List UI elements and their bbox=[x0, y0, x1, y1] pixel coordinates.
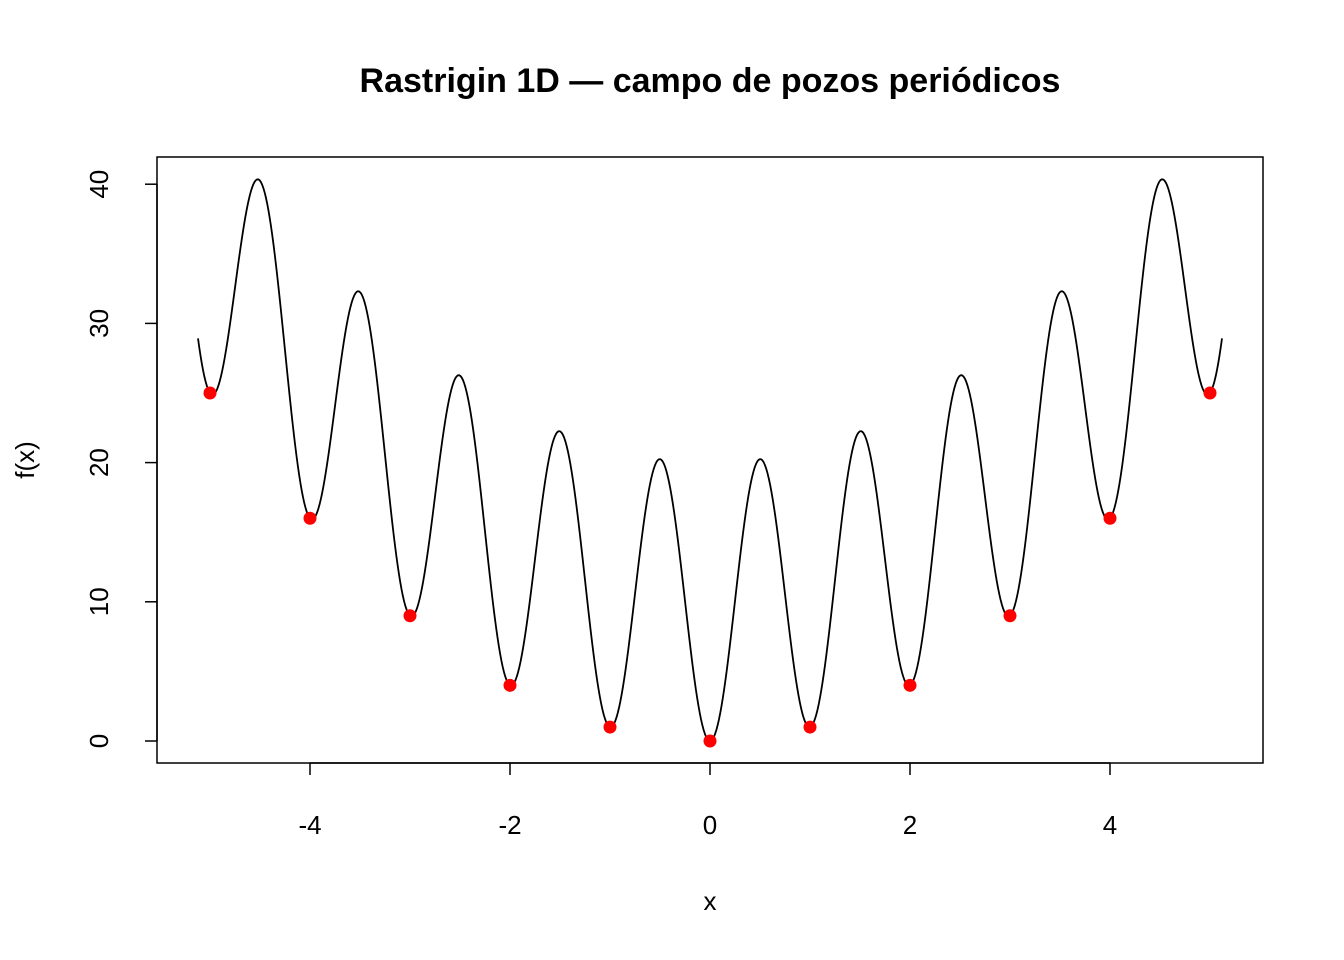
y-tick-label: 30 bbox=[84, 309, 114, 338]
minimum-point bbox=[803, 720, 817, 734]
x-axis-label: x bbox=[704, 886, 717, 916]
y-tick-label: 0 bbox=[84, 734, 114, 748]
minimum-point bbox=[203, 386, 217, 400]
minimum-point bbox=[503, 678, 517, 692]
x-axis: -4 -2 0 2 4 bbox=[298, 762, 1117, 840]
y-axis-label: f(x) bbox=[10, 441, 40, 479]
x-tick-label: 4 bbox=[1103, 810, 1117, 840]
minimum-point bbox=[1103, 511, 1117, 525]
minimum-point bbox=[1203, 386, 1217, 400]
y-tick-label: 40 bbox=[84, 170, 114, 199]
minimum-point bbox=[703, 734, 717, 748]
minimum-point bbox=[903, 678, 917, 692]
x-tick-label: 0 bbox=[703, 810, 717, 840]
minimum-point bbox=[1003, 609, 1017, 623]
minimum-point bbox=[403, 609, 417, 623]
minimum-point bbox=[603, 720, 617, 734]
plot-area bbox=[197, 178, 1223, 748]
y-tick-label: 10 bbox=[84, 587, 114, 616]
x-tick-label: -2 bbox=[498, 810, 521, 840]
minimum-point bbox=[303, 511, 317, 525]
x-tick-label: -4 bbox=[298, 810, 321, 840]
rastrigin-line bbox=[197, 178, 1223, 742]
y-tick-label: 20 bbox=[84, 448, 114, 477]
plot-box bbox=[156, 156, 1264, 764]
x-tick-label: 2 bbox=[903, 810, 917, 840]
chart-title: Rastrigin 1D — campo de pozos periódicos bbox=[360, 62, 1061, 100]
y-axis: 0 10 20 30 40 bbox=[84, 170, 158, 748]
